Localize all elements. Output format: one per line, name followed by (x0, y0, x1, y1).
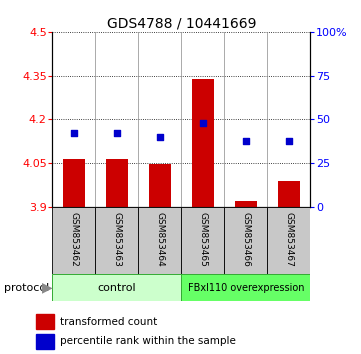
Bar (235, 201, 257, 207)
Point (157, 134, 163, 140)
Text: GSM853467: GSM853467 (284, 212, 293, 267)
Bar (63, 159, 84, 207)
Bar (138, 207, 181, 274)
Bar (36, 334, 53, 348)
Bar (95, 207, 138, 274)
Bar (225, 207, 268, 274)
Bar (149, 164, 171, 207)
Bar (52, 207, 95, 274)
Point (286, 138, 292, 143)
Bar (192, 79, 214, 207)
Text: GSM853465: GSM853465 (199, 212, 208, 267)
Text: control: control (97, 282, 136, 293)
Title: GDS4788 / 10441669: GDS4788 / 10441669 (106, 17, 256, 31)
Bar (36, 314, 53, 329)
Bar (106, 159, 128, 207)
Point (114, 131, 120, 136)
Bar (52, 274, 182, 301)
Point (243, 138, 249, 143)
Text: percentile rank within the sample: percentile rank within the sample (60, 336, 236, 346)
Text: FBxl110 overexpression: FBxl110 overexpression (188, 282, 304, 293)
Point (200, 120, 206, 126)
Text: GSM853462: GSM853462 (69, 212, 78, 267)
Text: GSM853466: GSM853466 (242, 212, 251, 267)
Text: GSM853463: GSM853463 (112, 212, 121, 267)
Text: protocol: protocol (4, 282, 49, 293)
Bar (182, 207, 225, 274)
Text: ▶: ▶ (42, 281, 52, 295)
Bar (182, 274, 310, 301)
Bar (278, 181, 300, 207)
Text: transformed count: transformed count (60, 316, 157, 327)
Bar (268, 207, 310, 274)
Text: GSM853464: GSM853464 (155, 212, 164, 267)
Point (71, 131, 77, 136)
